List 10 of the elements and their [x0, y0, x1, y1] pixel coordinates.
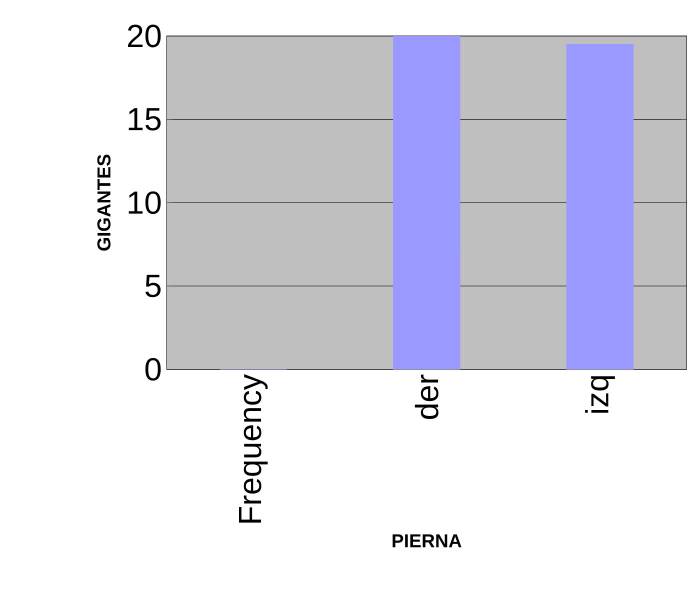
x-tick-label: Frequency	[239, 374, 268, 523]
y-tick-label: 15	[128, 108, 161, 130]
y-axis-title: GIGANTES	[97, 154, 111, 251]
y-tick-label: 5	[145, 274, 161, 298]
x-tick-label: izq	[585, 376, 615, 413]
x-tick-label: der	[414, 374, 438, 419]
y-tick-label: 10	[128, 191, 161, 214]
x-axis-title: PIERNA	[392, 534, 462, 548]
y-tick-label: 20	[128, 24, 161, 48]
y-tick-label: 0	[145, 358, 161, 381]
